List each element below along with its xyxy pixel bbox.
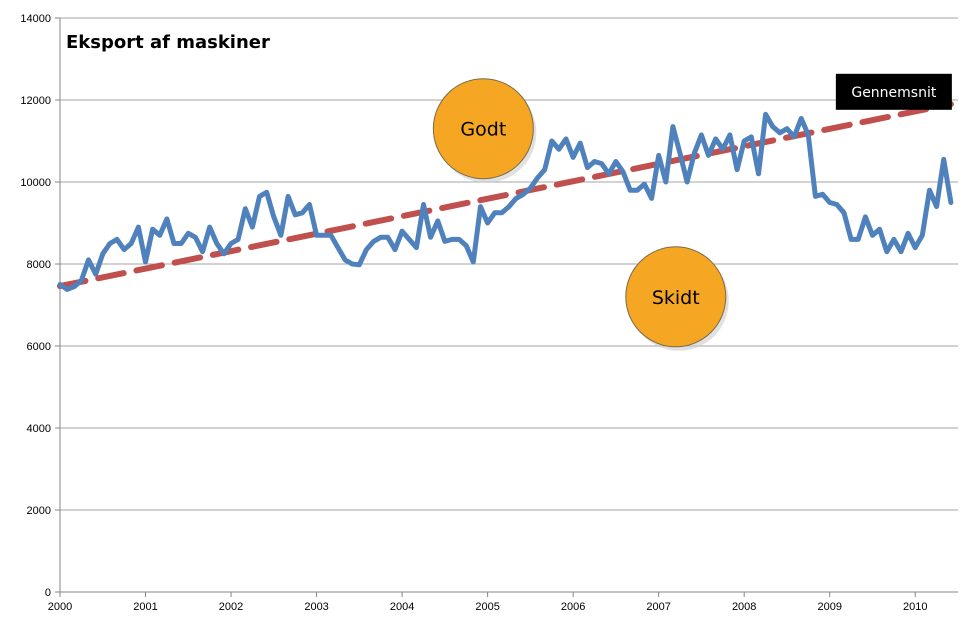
x-tick-label-5: 2005 — [475, 601, 499, 613]
x-tick-label-10: 2010 — [903, 601, 927, 613]
x-tick-label-6: 2006 — [561, 601, 585, 613]
y-tick-label-0: 0 — [45, 587, 51, 599]
annotation-bubble — [625, 246, 727, 348]
x-tick-label-0: 2000 — [48, 601, 72, 613]
annotation-gennemsnit-box: Gennemsnit — [835, 73, 952, 110]
y-tick-label-2: 4000 — [27, 423, 51, 435]
y-tick-label-7: 14000 — [20, 13, 51, 25]
y-tick-label-3: 6000 — [27, 341, 51, 353]
y-tick-label-5: 10000 — [20, 177, 51, 189]
x-tick-label-9: 2009 — [817, 601, 841, 613]
annotation-box-label: Gennemsnit — [851, 85, 937, 101]
series-group — [57, 101, 954, 292]
annotation-bubble — [432, 78, 534, 180]
y-axis-ticks: 0 2000 4000 6000 8000 10000 12000 14000 — [20, 13, 60, 599]
x-tick-label-8: 2008 — [732, 601, 756, 613]
chart-title: Eksport af maskiner — [66, 32, 270, 53]
x-tick-label-2: 2002 — [219, 601, 243, 613]
annotation-label: Godt — [460, 119, 506, 141]
x-tick-label-3: 2003 — [304, 601, 328, 613]
x-axis-ticks: 2000 2001 2002 2003 2004 2005 2006 2007 2008 2009… — [48, 592, 927, 613]
y-tick-label-6: 12000 — [20, 95, 51, 107]
export-series-line — [57, 111, 954, 292]
x-tick-label-1: 2001 — [133, 601, 157, 613]
annotation-godt: Godt — [432, 78, 537, 183]
average-trend-line — [57, 101, 954, 290]
y-tick-label-4: 8000 — [27, 259, 51, 271]
annotation-skidt: Skidt — [625, 246, 729, 351]
y-tick-label-1: 2000 — [27, 505, 51, 517]
x-tick-label-4: 2004 — [390, 601, 414, 613]
annotation-box — [835, 73, 952, 110]
annotations: Godt Skidt Gennemsnit — [432, 73, 952, 351]
annotation-label: Skidt — [652, 287, 700, 309]
x-tick-label-7: 2007 — [646, 601, 670, 613]
